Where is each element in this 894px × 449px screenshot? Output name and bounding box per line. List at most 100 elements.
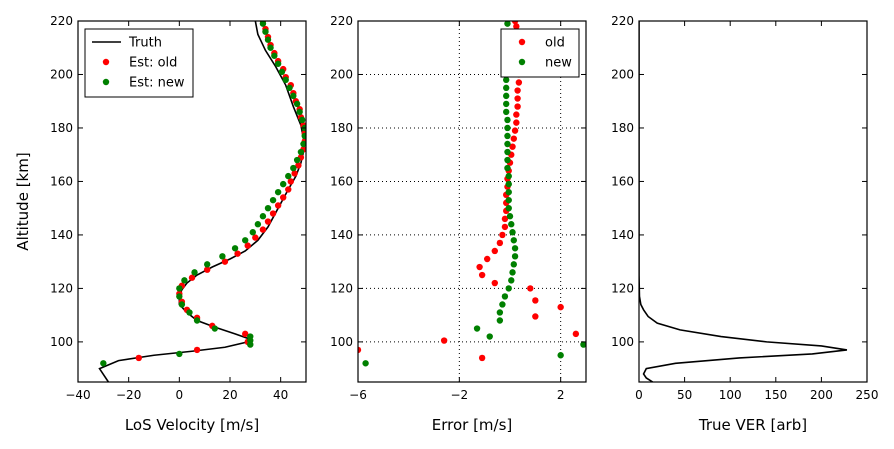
- data-point: [176, 293, 183, 300]
- data-point: [532, 297, 539, 304]
- data-point: [514, 103, 521, 110]
- x-tick-label: 100: [719, 388, 742, 402]
- data-point: [499, 301, 506, 308]
- subplot-2: −6 −2 2 100 120 140 160 180 200 220 Error [m/s] old…: [330, 12, 587, 434]
- subplot-3: 0 50 100 150 200 250 100 120 140 160 180 200 220 True…: [611, 14, 878, 434]
- legend-label: Est: new: [129, 76, 185, 91]
- data-point: [532, 313, 539, 320]
- data-point: [478, 354, 486, 362]
- data-point: [255, 10, 261, 16]
- data-point: [176, 285, 183, 292]
- y-tick-label: 120: [330, 281, 353, 295]
- series-line-1: [639, 21, 848, 382]
- data-point: [296, 108, 303, 116]
- y-tick-label: 160: [330, 174, 353, 188]
- y-tick-label: 160: [50, 174, 73, 188]
- axes-frame: [638, 20, 868, 383]
- data-point: [252, 7, 258, 13]
- x-tick-label: 0: [635, 388, 643, 402]
- data-point: [512, 12, 518, 18]
- data-point: [300, 140, 306, 148]
- data-point: [293, 156, 301, 164]
- y-tick-label: 200: [330, 67, 353, 81]
- data-point: [285, 186, 292, 193]
- legend-label: new: [545, 56, 572, 71]
- y-tick-label: 180: [330, 121, 353, 135]
- data-point: [301, 132, 306, 140]
- data-point: [440, 337, 448, 344]
- data-point: [267, 44, 274, 51]
- data-point: [510, 237, 517, 244]
- data-point: [274, 188, 282, 196]
- x-tick-label: 40: [273, 388, 288, 402]
- data-point: [299, 116, 306, 124]
- y-tick-label: 100: [611, 335, 634, 349]
- data-point: [473, 325, 481, 332]
- y-tick-label: 220: [50, 14, 73, 28]
- data-point: [178, 301, 186, 308]
- data-point: [290, 92, 297, 100]
- data-point: [572, 330, 580, 338]
- data-point: [508, 277, 515, 284]
- y-tick-label: 200: [50, 67, 73, 81]
- data-point: [204, 266, 211, 273]
- data-point: [505, 285, 512, 292]
- x-axis-label: Error [m/s]: [432, 416, 513, 434]
- data-point: [252, 234, 259, 241]
- data-point: [100, 360, 107, 367]
- data-point: [505, 188, 512, 196]
- data-point: [505, 172, 512, 180]
- legend-marker: [518, 58, 526, 66]
- axes-frame: [77, 20, 307, 383]
- x-tick-label: 2: [557, 388, 565, 402]
- x-tick-label: −2: [450, 388, 468, 402]
- data-point: [249, 229, 256, 236]
- x-tick-label: −40: [65, 388, 90, 402]
- data-point: [501, 223, 509, 231]
- data-point: [506, 213, 514, 220]
- data-point: [262, 28, 269, 35]
- x-tick-label: 0: [176, 388, 184, 402]
- data-point: [478, 271, 486, 279]
- data-point: [188, 274, 196, 281]
- data-point: [504, 132, 511, 140]
- y-tick-label: 120: [611, 281, 634, 295]
- plot-area: [98, 7, 306, 382]
- x-tick-label: 150: [764, 388, 787, 402]
- data-point: [503, 76, 510, 84]
- data-point: [513, 111, 520, 118]
- data-point: [234, 250, 241, 257]
- data-point: [264, 36, 272, 43]
- data-point: [514, 95, 521, 102]
- data-point: [204, 261, 211, 268]
- data-point: [191, 269, 198, 276]
- data-point: [291, 170, 298, 177]
- data-point: [501, 215, 509, 223]
- data-point: [504, 140, 511, 148]
- data-point: [504, 21, 511, 27]
- x-axis-label: LoS Velocity [m/s]: [125, 416, 259, 434]
- x-tick-label: −20: [116, 388, 141, 402]
- data-point: [504, 156, 511, 164]
- data-point: [504, 116, 511, 124]
- data-point: [503, 84, 510, 92]
- subplot-1: −40 −20 0 20 40 100 120 140 160 180 200 220 LoS Velo…: [14, 7, 307, 434]
- data-point: [176, 350, 183, 358]
- data-point: [496, 239, 504, 247]
- legend: old new: [500, 28, 580, 78]
- y-tick-label: 220: [611, 14, 634, 28]
- x-tick-label: −6: [349, 388, 367, 402]
- data-point: [219, 253, 226, 260]
- data-point: [264, 218, 272, 225]
- data-point: [231, 245, 239, 252]
- data-point: [580, 341, 586, 348]
- data-point: [290, 164, 297, 172]
- data-point: [513, 119, 520, 126]
- legend-marker: [102, 78, 110, 86]
- data-point: [509, 229, 516, 236]
- legend-label: old: [545, 36, 565, 51]
- x-axis-label: True VER [arb]: [698, 416, 807, 434]
- data-point: [486, 333, 493, 340]
- data-point: [259, 213, 267, 220]
